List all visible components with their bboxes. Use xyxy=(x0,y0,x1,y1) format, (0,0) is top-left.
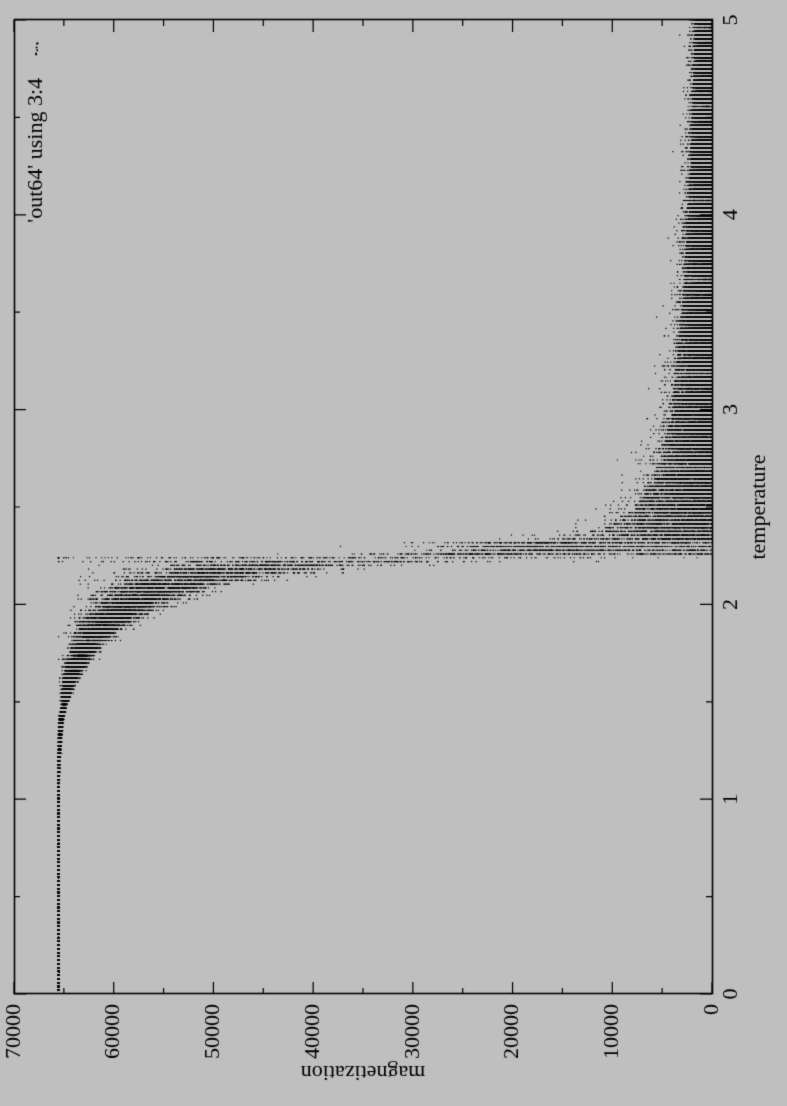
figure-container xyxy=(0,0,787,1106)
magnetization-vs-temperature-chart xyxy=(0,0,787,1106)
